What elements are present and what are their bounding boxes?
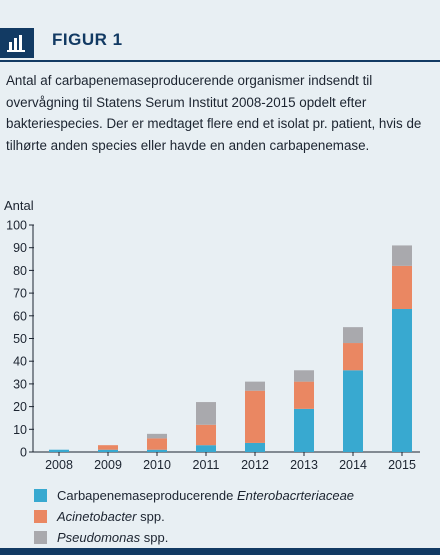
- bar-segment: [147, 433, 167, 439]
- y-tick-label: 90: [13, 241, 27, 255]
- bottom-bar: [0, 548, 440, 555]
- bar-segment: [49, 449, 69, 452]
- x-tick-label: 2015: [388, 458, 416, 472]
- bar-segment: [294, 381, 314, 409]
- bar-segment: [392, 265, 412, 309]
- y-axis-label: Antal: [4, 198, 34, 213]
- bar-segment: [196, 445, 216, 452]
- bar-segment: [294, 370, 314, 382]
- figure-header: FIGUR 1: [0, 0, 440, 60]
- bar-segment: [343, 327, 363, 344]
- bar-segment: [245, 381, 265, 391]
- y-tick-label: 100: [6, 219, 27, 233]
- y-tick-label: 70: [13, 287, 27, 301]
- x-tick-label: 2012: [241, 458, 269, 472]
- y-tick-label: 60: [13, 309, 27, 323]
- chart-legend: Carbapenemaseproducerende Enterobacrteri…: [34, 485, 354, 548]
- legend-label: Carbapenemaseproducerende Enterobacrteri…: [57, 485, 354, 507]
- legend-label-suffix: spp.: [136, 508, 165, 524]
- legend-label: Pseudomonas spp.: [57, 527, 168, 549]
- stacked-bar-chart: Antal 0 10 20 30 40 50 60 70 80 90 100 2008 2009 2010 2…: [4, 198, 420, 472]
- bar-segment: [245, 390, 265, 443]
- bar-segment: [245, 442, 265, 452]
- x-tick-label: 2010: [143, 458, 171, 472]
- legend-label-italic: Acinetobacter: [57, 508, 137, 524]
- y-tick-label: 30: [13, 377, 27, 391]
- bar-segment: [294, 408, 314, 452]
- bar-segment: [98, 445, 118, 450]
- y-tick-label: 80: [13, 264, 27, 278]
- x-tick-label: 2013: [290, 458, 318, 472]
- bar-segment: [196, 424, 216, 446]
- bar-segment: [147, 438, 167, 450]
- x-tick-label: 2014: [339, 458, 367, 472]
- bar-segment: [343, 370, 363, 452]
- bar-segment: [147, 449, 167, 452]
- bar-segment: [98, 449, 118, 452]
- y-tick-label: 10: [13, 423, 27, 437]
- figure-caption: Antal af carbapenemaseproducerende organ…: [6, 73, 422, 153]
- legend-label-italic: Pseudomonas: [57, 529, 141, 545]
- figure-title: FIGUR 1: [52, 30, 123, 49]
- legend-item-acinetobacter: Acinetobacter spp.: [34, 506, 354, 527]
- x-tick-label: 2008: [45, 458, 73, 472]
- bar-segment: [196, 402, 216, 425]
- bar-segment: [392, 308, 412, 452]
- legend-label: Acinetobacter spp.: [57, 506, 165, 528]
- legend-swatch: [34, 510, 47, 523]
- y-tick-label: 20: [13, 400, 27, 414]
- bar-chart-icon-graphic: [7, 35, 25, 52]
- x-tick-label: 2011: [193, 458, 220, 472]
- y-tick-label: 50: [13, 332, 27, 346]
- legend-swatch: [34, 531, 47, 544]
- legend-label-suffix: spp.: [140, 529, 169, 545]
- bar-segment: [343, 343, 363, 371]
- x-tick-label: 2009: [94, 458, 122, 472]
- legend-label-italic: Enterobacrteriaceae: [236, 487, 355, 503]
- bar-segment: [392, 245, 412, 266]
- legend-item-enterobacteriaceae: Carbapenemaseproducerende Enterobacrteri…: [34, 485, 354, 506]
- bar-chart-icon: [0, 28, 34, 58]
- y-tick-label: 40: [13, 355, 27, 369]
- header-divider: [0, 60, 440, 62]
- y-tick-label: 0: [20, 446, 27, 460]
- legend-item-pseudomonas: Pseudomonas spp.: [34, 527, 354, 548]
- legend-swatch: [34, 489, 47, 502]
- legend-label-prefix: Carbapenemaseproducerende: [57, 487, 237, 503]
